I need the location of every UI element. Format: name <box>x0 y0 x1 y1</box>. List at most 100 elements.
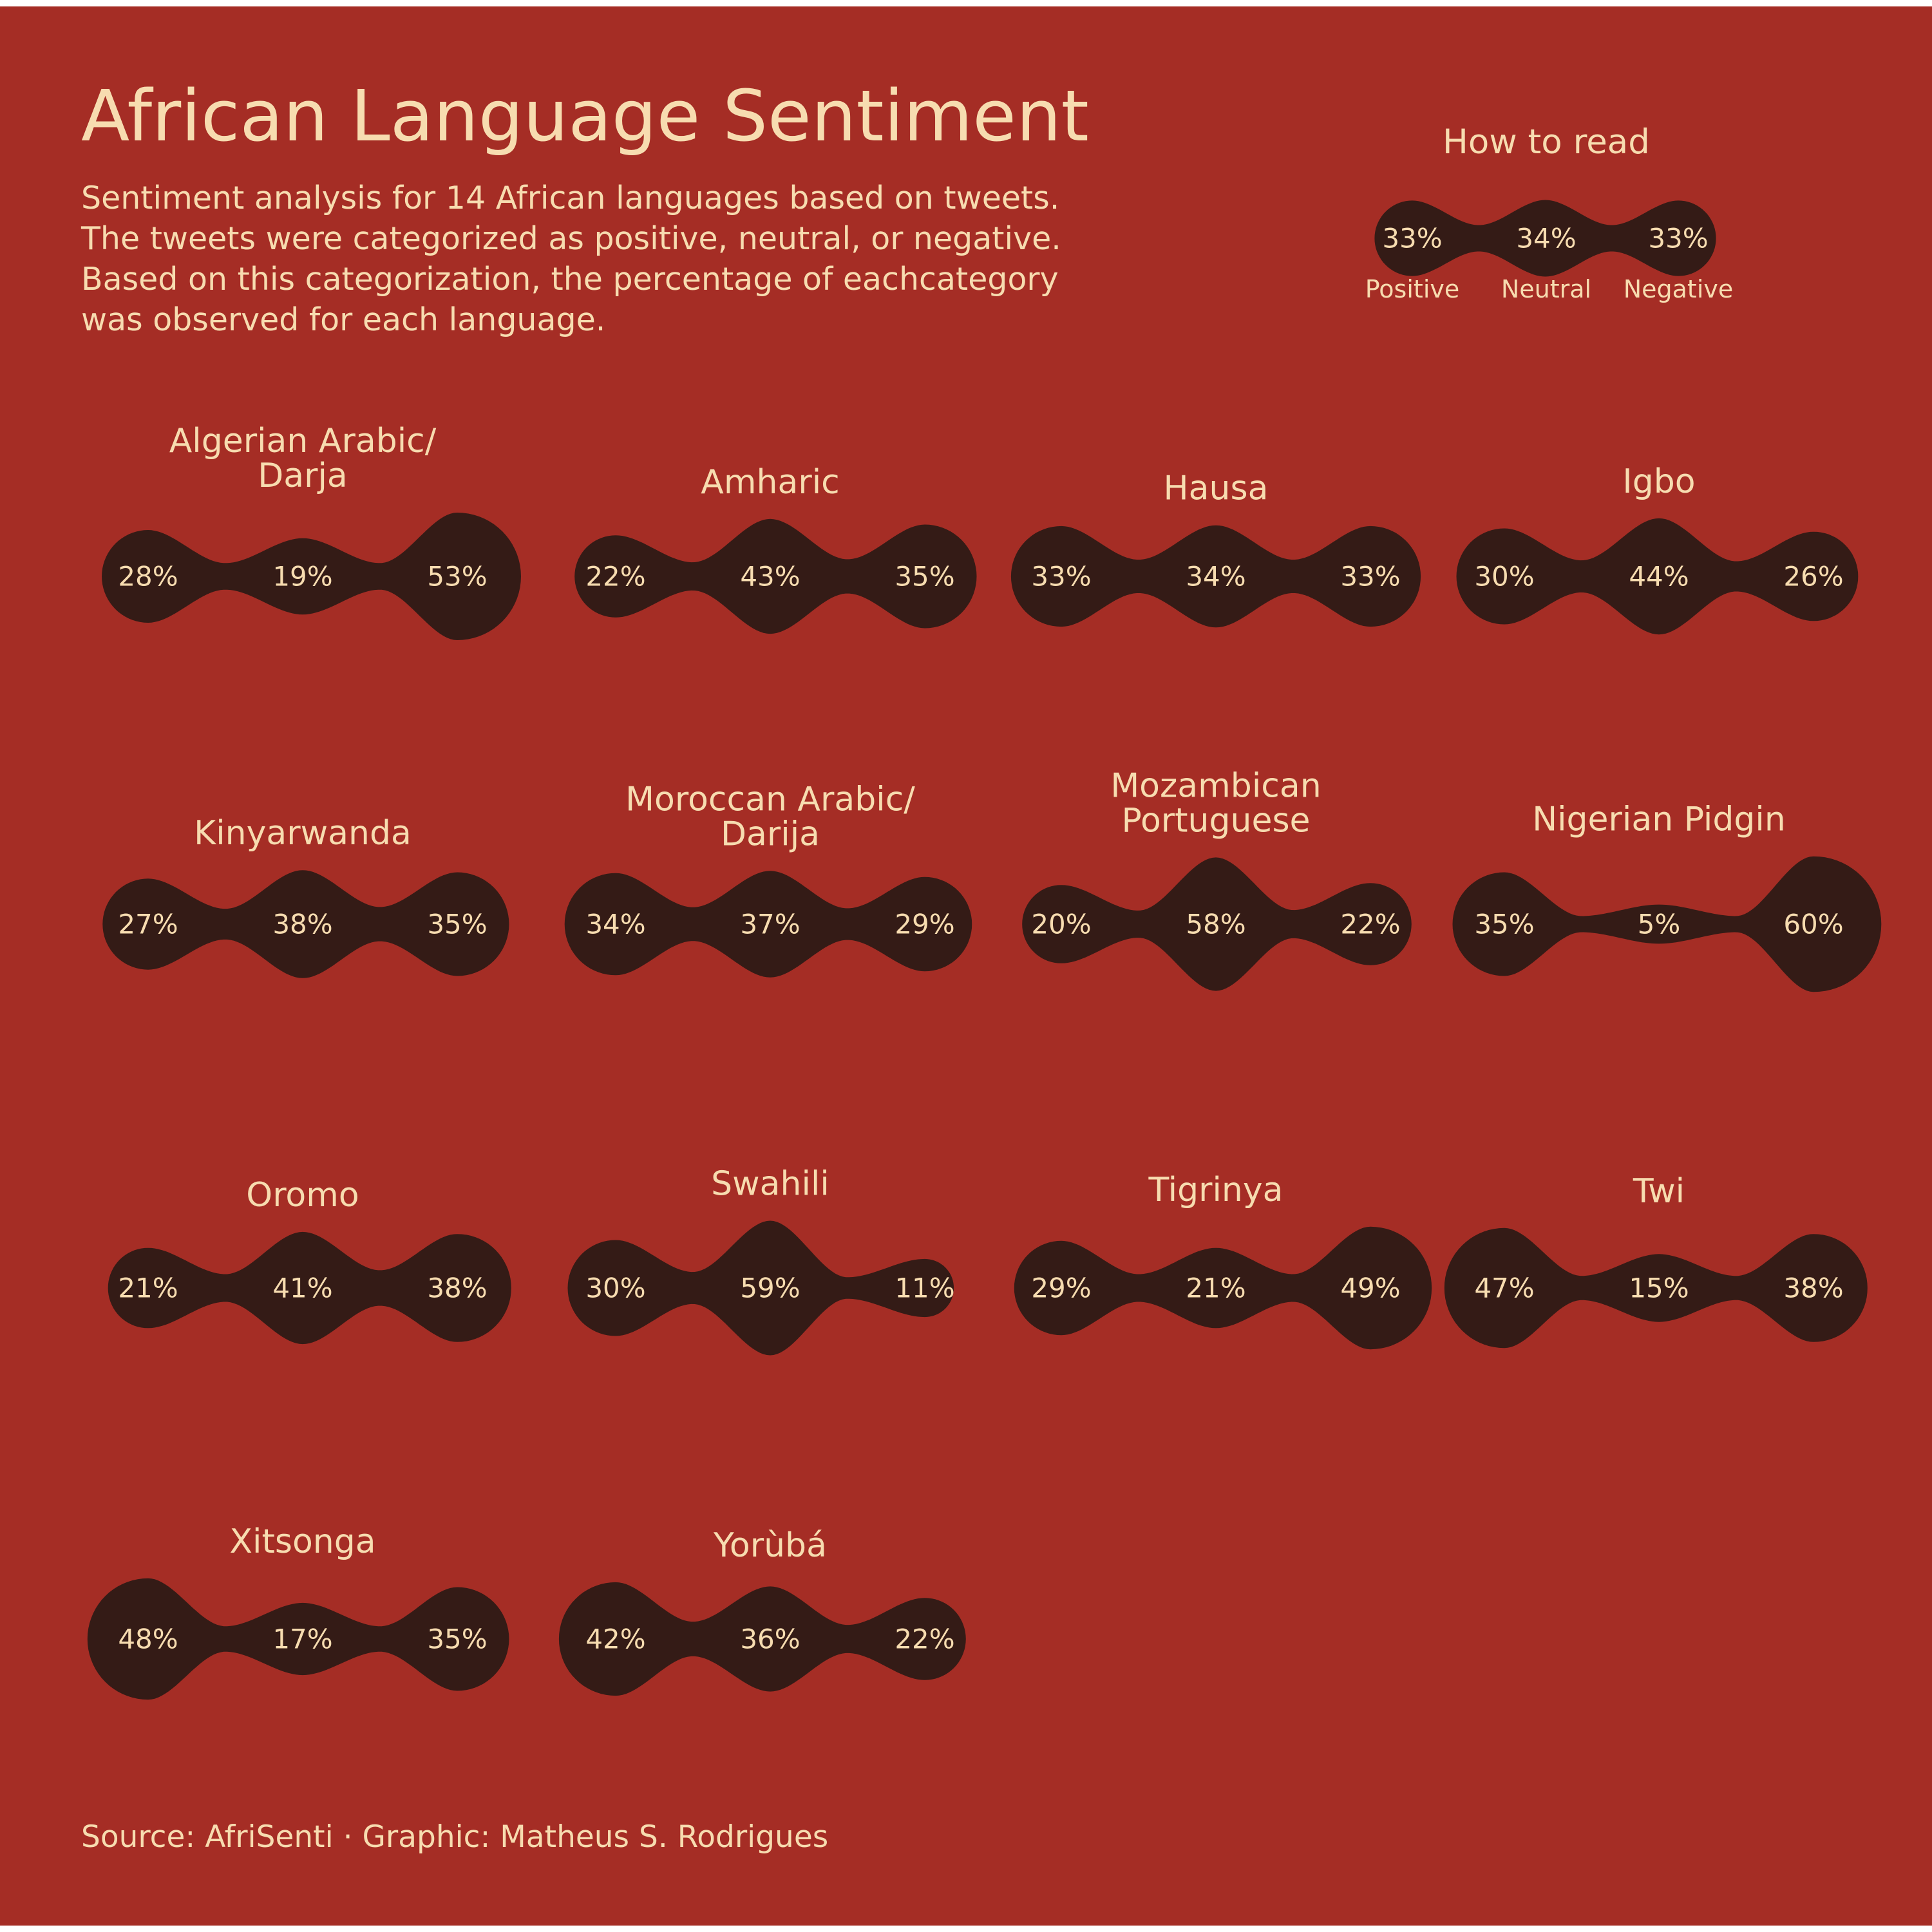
value-label-negative: 11% <box>895 1273 954 1304</box>
value-label-negative: 60% <box>1783 909 1843 940</box>
language-name: Amharic <box>701 463 839 502</box>
value-label-neutral: 21% <box>1186 1273 1245 1304</box>
value-label-negative: 26% <box>1783 561 1843 592</box>
value-label-neutral: 19% <box>272 561 332 592</box>
subtitle-line: The tweets were categorized as positive,… <box>80 220 1061 257</box>
value-label-positive: 21% <box>118 1273 178 1304</box>
sentiment-shape <box>564 871 972 978</box>
sentiment-shape <box>102 870 509 978</box>
language-name: Mozambican <box>1110 766 1321 805</box>
value-label-positive: 28% <box>118 561 178 592</box>
value-label-neutral: 15% <box>1629 1273 1689 1304</box>
value-label-positive: 20% <box>1031 909 1091 940</box>
language-panel: Twi 47% 15% 38% <box>1444 1172 1868 1349</box>
language-name: Xitsonga <box>229 1522 375 1561</box>
value-label-positive: 29% <box>1031 1273 1091 1304</box>
value-label-negative: 35% <box>427 909 487 940</box>
value-label-positive: 30% <box>1474 561 1534 592</box>
language-name: Kinyarwanda <box>194 814 412 853</box>
language-name: Igbo <box>1622 462 1695 501</box>
language-panel: Xitsonga 48% 17% 35% <box>87 1522 509 1700</box>
language-name: Swahili <box>711 1165 829 1204</box>
legend-label-negative: Negative <box>1624 275 1734 303</box>
sentiment-shape <box>1444 1227 1868 1349</box>
value-label-negative: 35% <box>895 561 954 592</box>
value-label-neutral: 5% <box>1638 909 1681 940</box>
language-name: Algerian Arabic/ <box>169 422 437 460</box>
value-label-positive: 47% <box>1474 1273 1534 1304</box>
language-name: Darja <box>258 457 348 495</box>
value-label-negative: 49% <box>1340 1273 1400 1304</box>
value-label-neutral: 36% <box>740 1624 800 1655</box>
language-name: Yorùbá <box>713 1526 827 1565</box>
language-name: Nigerian Pidgin <box>1532 800 1786 839</box>
value-label-negative: 22% <box>895 1624 954 1655</box>
sentiment-shape <box>102 513 521 640</box>
value-label-neutral: 38% <box>272 909 332 940</box>
value-label-negative: 35% <box>427 1624 487 1655</box>
sentiment-shape <box>1014 1226 1432 1350</box>
source-note: Source: AfriSenti · Graphic: Matheus S. … <box>81 1819 828 1855</box>
language-panel: Algerian Arabic/Darja 28% 19% 53% <box>102 422 521 640</box>
value-label-neutral: 44% <box>1629 561 1689 592</box>
language-name: Moroccan Arabic/ <box>625 780 915 819</box>
value-label-neutral: 37% <box>740 909 800 940</box>
language-name: Twi <box>1633 1172 1685 1211</box>
legend-value-neutral: 34% <box>1516 223 1576 254</box>
language-name: Darija <box>721 815 820 853</box>
chart-subtitle: Sentiment analysis for 14 African langua… <box>80 180 1061 338</box>
value-label-positive: 22% <box>585 561 645 592</box>
legend-value-negative: 33% <box>1648 223 1708 254</box>
value-label-neutral: 58% <box>1186 909 1245 940</box>
value-label-neutral: 41% <box>272 1273 332 1304</box>
chart-title: African Language Sentiment <box>81 75 1089 157</box>
value-label-negative: 33% <box>1340 561 1400 592</box>
language-panel: Swahili 30% 59% 11% <box>567 1165 955 1356</box>
value-label-positive: 34% <box>585 909 645 940</box>
language-panel: Hausa 33% 34% 33% <box>1010 469 1421 628</box>
value-label-negative: 38% <box>1783 1273 1843 1304</box>
language-panel: Nigerian Pidgin 35% 5% 60% <box>1452 800 1882 992</box>
value-label-neutral: 17% <box>272 1624 332 1655</box>
chart-canvas: African Language Sentiment Sentiment ana… <box>0 6 1932 1926</box>
legend-shape <box>1374 200 1716 277</box>
value-label-negative: 29% <box>895 909 954 940</box>
language-panel: Amharic 22% 43% 35% <box>574 463 977 634</box>
subtitle-line: was observed for each language. <box>81 301 605 338</box>
language-name: Portuguese <box>1121 801 1310 840</box>
value-label-positive: 35% <box>1474 909 1534 940</box>
sentiment-shape <box>1452 856 1882 992</box>
language-panel: Yorùbá 42% 36% 22% <box>558 1526 966 1696</box>
language-name: Oromo <box>246 1176 359 1215</box>
legend-label-neutral: Neutral <box>1501 275 1591 303</box>
value-label-positive: 27% <box>118 909 178 940</box>
sentiment-chart: African Language Sentiment Sentiment ana… <box>80 75 1882 1855</box>
value-label-negative: 53% <box>427 561 487 592</box>
value-label-positive: 48% <box>118 1624 178 1655</box>
value-label-negative: 38% <box>427 1273 487 1304</box>
sentiment-shape <box>574 518 977 634</box>
value-label-positive: 33% <box>1031 561 1091 592</box>
subtitle-line: Sentiment analysis for 14 African langua… <box>81 180 1059 216</box>
language-panel: Igbo 30% 44% 26% <box>1456 462 1859 635</box>
language-panel: Oromo 21% 41% 38% <box>108 1176 511 1345</box>
sentiment-shape <box>558 1582 966 1696</box>
legend-title: How to read <box>1443 122 1650 162</box>
sentiment-shape <box>1456 518 1859 635</box>
value-label-negative: 22% <box>1340 909 1400 940</box>
value-label-neutral: 43% <box>740 561 800 592</box>
legend: How to read 33% 34% 33% Positive Neutral… <box>1365 122 1734 303</box>
sentiment-shape <box>87 1578 509 1700</box>
language-name: Tigrinya <box>1148 1171 1283 1209</box>
language-name: Hausa <box>1164 469 1269 508</box>
language-panels: Algerian Arabic/Darja 28% 19% 53% Amharic 22%… <box>87 422 1882 1700</box>
legend-label-positive: Positive <box>1365 275 1460 303</box>
sentiment-shape <box>1022 857 1412 991</box>
sentiment-shape <box>567 1220 954 1356</box>
value-label-positive: 30% <box>585 1273 645 1304</box>
value-label-neutral: 59% <box>740 1273 800 1304</box>
language-panel: Kinyarwanda 27% 38% 35% <box>102 814 509 978</box>
value-label-positive: 42% <box>585 1624 645 1655</box>
language-panel: Moroccan Arabic/Darija 34% 37% 29% <box>564 780 972 978</box>
